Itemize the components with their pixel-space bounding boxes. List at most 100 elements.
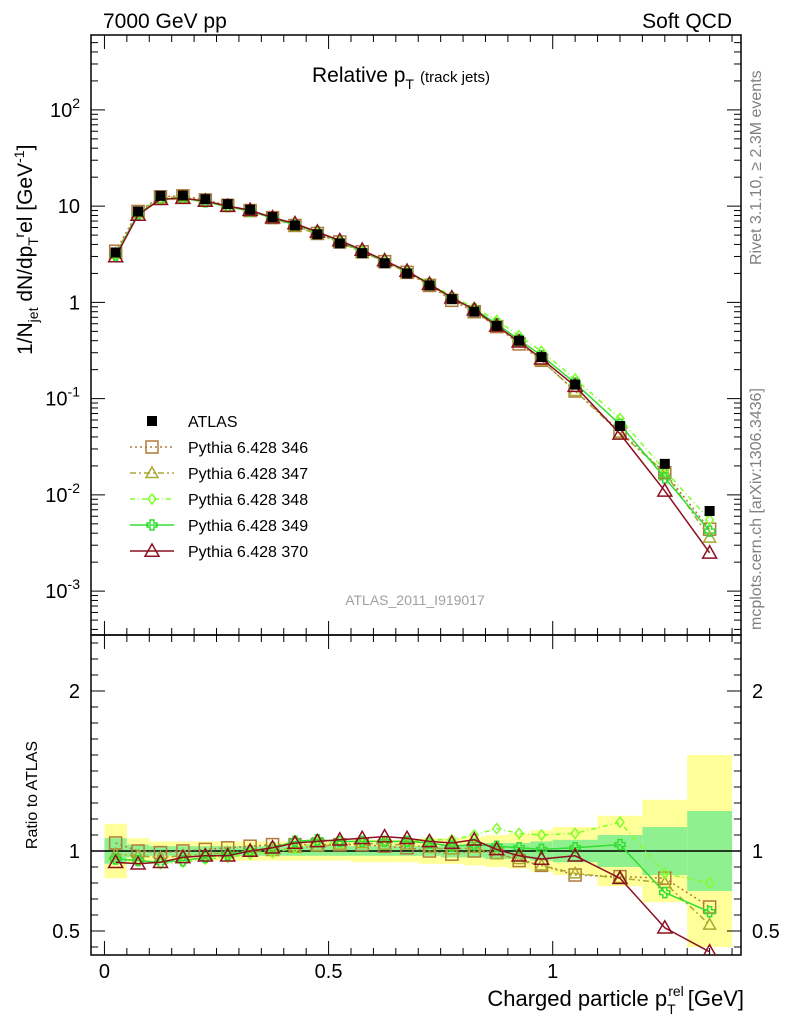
data-point-p370 bbox=[701, 544, 718, 559]
data-point-atlas bbox=[614, 420, 625, 431]
ratio-point-p370 bbox=[286, 834, 304, 849]
ratio-point-p348 bbox=[491, 822, 502, 835]
ratio-point-p370 bbox=[566, 847, 584, 862]
ratio-point-p370 bbox=[611, 869, 629, 885]
x-tick-label: 0 bbox=[99, 961, 110, 983]
ratio-series-group bbox=[107, 815, 717, 955]
rivet-version-text: Rivet 3.1.10, ≥ 2.3M events bbox=[748, 70, 765, 265]
analysis-watermark: ATLAS_2011_I919017 bbox=[345, 592, 485, 608]
legend-label-p346: Pythia 6.428 346 bbox=[188, 440, 308, 457]
y-tick-label: 10-3 bbox=[45, 576, 80, 603]
data-point-atlas bbox=[536, 352, 547, 363]
data-point-atlas bbox=[133, 206, 144, 217]
ratio-y-tick-label: 1 bbox=[69, 841, 80, 863]
legend-marker-p370 bbox=[143, 542, 161, 557]
mcplots-reference-text: mcplots.cern.ch [arXiv:1306.3436] bbox=[748, 388, 765, 630]
data-point-atlas bbox=[570, 379, 581, 390]
y-tick-label: 10 bbox=[58, 196, 80, 218]
ratio-point-p349 bbox=[132, 854, 144, 867]
ratio-point-p370 bbox=[656, 919, 674, 934]
header-right: Soft QCD bbox=[642, 10, 732, 33]
ratio-point-p346 bbox=[702, 900, 717, 914]
ratio-y-tick-label: 2 bbox=[752, 681, 763, 703]
main-ylabel: 1/Njet dN/dpTrel [GeV-1] bbox=[11, 145, 41, 355]
ratio-point-p370 bbox=[533, 850, 550, 865]
data-point-atlas bbox=[177, 190, 188, 201]
ratio-point-p370 bbox=[219, 847, 237, 862]
ratio-point-p349 bbox=[490, 840, 503, 852]
header-left: 7000 GeV pp bbox=[103, 10, 227, 33]
ratio-point-p370 bbox=[702, 943, 717, 955]
data-point-atlas bbox=[267, 212, 278, 223]
ratio-point-p370 bbox=[241, 842, 259, 857]
ratio-point-p346 bbox=[243, 839, 257, 853]
y-tick-label: 10-2 bbox=[45, 480, 80, 507]
data-point-p349 bbox=[703, 525, 716, 537]
ratio-point-p370 bbox=[264, 839, 281, 854]
data-point-atlas bbox=[491, 320, 502, 331]
data-point-atlas bbox=[155, 190, 166, 201]
main-title: Relative pT (track jets) bbox=[312, 64, 490, 92]
legend-label-p347: Pythia 6.428 347 bbox=[188, 466, 308, 483]
data-point-p347 bbox=[702, 530, 717, 543]
legend-label-p349: Pythia 6.428 349 bbox=[188, 518, 308, 535]
ratio-point-p347 bbox=[702, 917, 717, 930]
data-point-atlas bbox=[110, 247, 121, 258]
ratio-point-p370 bbox=[488, 840, 505, 856]
ratio-point-p348 bbox=[570, 827, 581, 840]
data-point-atlas bbox=[312, 229, 323, 240]
legend-marker-p347 bbox=[144, 465, 160, 479]
data-point-p370 bbox=[656, 482, 674, 497]
data-point-atlas bbox=[446, 294, 457, 305]
ratio-point-p370 bbox=[107, 853, 124, 869]
ratio-point-p347 bbox=[511, 851, 527, 865]
data-point-atlas bbox=[245, 204, 256, 215]
ratio-y-tick-label: 0.5 bbox=[752, 921, 780, 943]
ratio-ylabel: Ratio to ATLAS bbox=[24, 741, 41, 849]
ratio-point-p346 bbox=[568, 868, 582, 882]
ratio-point-p346 bbox=[377, 839, 392, 853]
ratio-point-p348 bbox=[659, 867, 670, 880]
series-line-p347 bbox=[115, 196, 711, 539]
data-point-atlas bbox=[289, 220, 300, 231]
legend-marker-p346 bbox=[145, 440, 159, 454]
data-point-atlas bbox=[469, 306, 480, 317]
ratio-point-p349 bbox=[614, 838, 626, 851]
main-title-paren: (track jets) bbox=[420, 69, 490, 86]
x-tick-label: 1 bbox=[547, 961, 558, 983]
ratio-point-p348 bbox=[536, 828, 547, 842]
data-point-atlas bbox=[402, 268, 413, 279]
legend-marker-p349 bbox=[146, 519, 158, 531]
ratio-point-p347 bbox=[567, 865, 583, 879]
legend-label-atlas: ATLAS bbox=[188, 414, 238, 431]
ratio-point-p349 bbox=[659, 886, 671, 899]
ratio-point-p370 bbox=[197, 847, 214, 862]
main-title-sub: T bbox=[405, 76, 414, 92]
ratio-point-p347 bbox=[108, 846, 123, 860]
x-axis-label: Charged particle pTrel [GeV] bbox=[487, 983, 744, 1017]
legend-label-p370: Pythia 6.428 370 bbox=[188, 544, 308, 561]
data-point-atlas bbox=[200, 194, 211, 205]
legend-marker-atlas bbox=[147, 416, 157, 426]
ratio-point-p347 bbox=[489, 846, 504, 860]
y-tick-label: 102 bbox=[50, 95, 80, 122]
ratio-point-p370 bbox=[174, 848, 192, 864]
data-point-p348 bbox=[704, 513, 715, 527]
data-point-atlas bbox=[659, 458, 670, 469]
x-tick-label: 0.5 bbox=[315, 961, 343, 983]
data-point-atlas bbox=[222, 199, 233, 210]
ratio-point-p370 bbox=[421, 832, 438, 848]
ratio-panel-frame bbox=[90, 634, 742, 956]
data-point-p349 bbox=[659, 472, 671, 484]
ratio-point-p348 bbox=[615, 815, 625, 829]
ratio-point-p348 bbox=[446, 833, 457, 847]
x-axis-label-sup: rel bbox=[668, 983, 684, 999]
data-point-atlas bbox=[704, 505, 715, 516]
x-axis-label-main: Charged particle p bbox=[487, 986, 667, 1011]
legend-label-p348: Pythia 6.428 348 bbox=[188, 492, 308, 509]
y-tick-label: 10-1 bbox=[45, 384, 80, 411]
main-title-text: Relative p bbox=[312, 64, 405, 87]
data-point-atlas bbox=[514, 335, 525, 346]
ratio-point-p346 bbox=[658, 871, 672, 885]
